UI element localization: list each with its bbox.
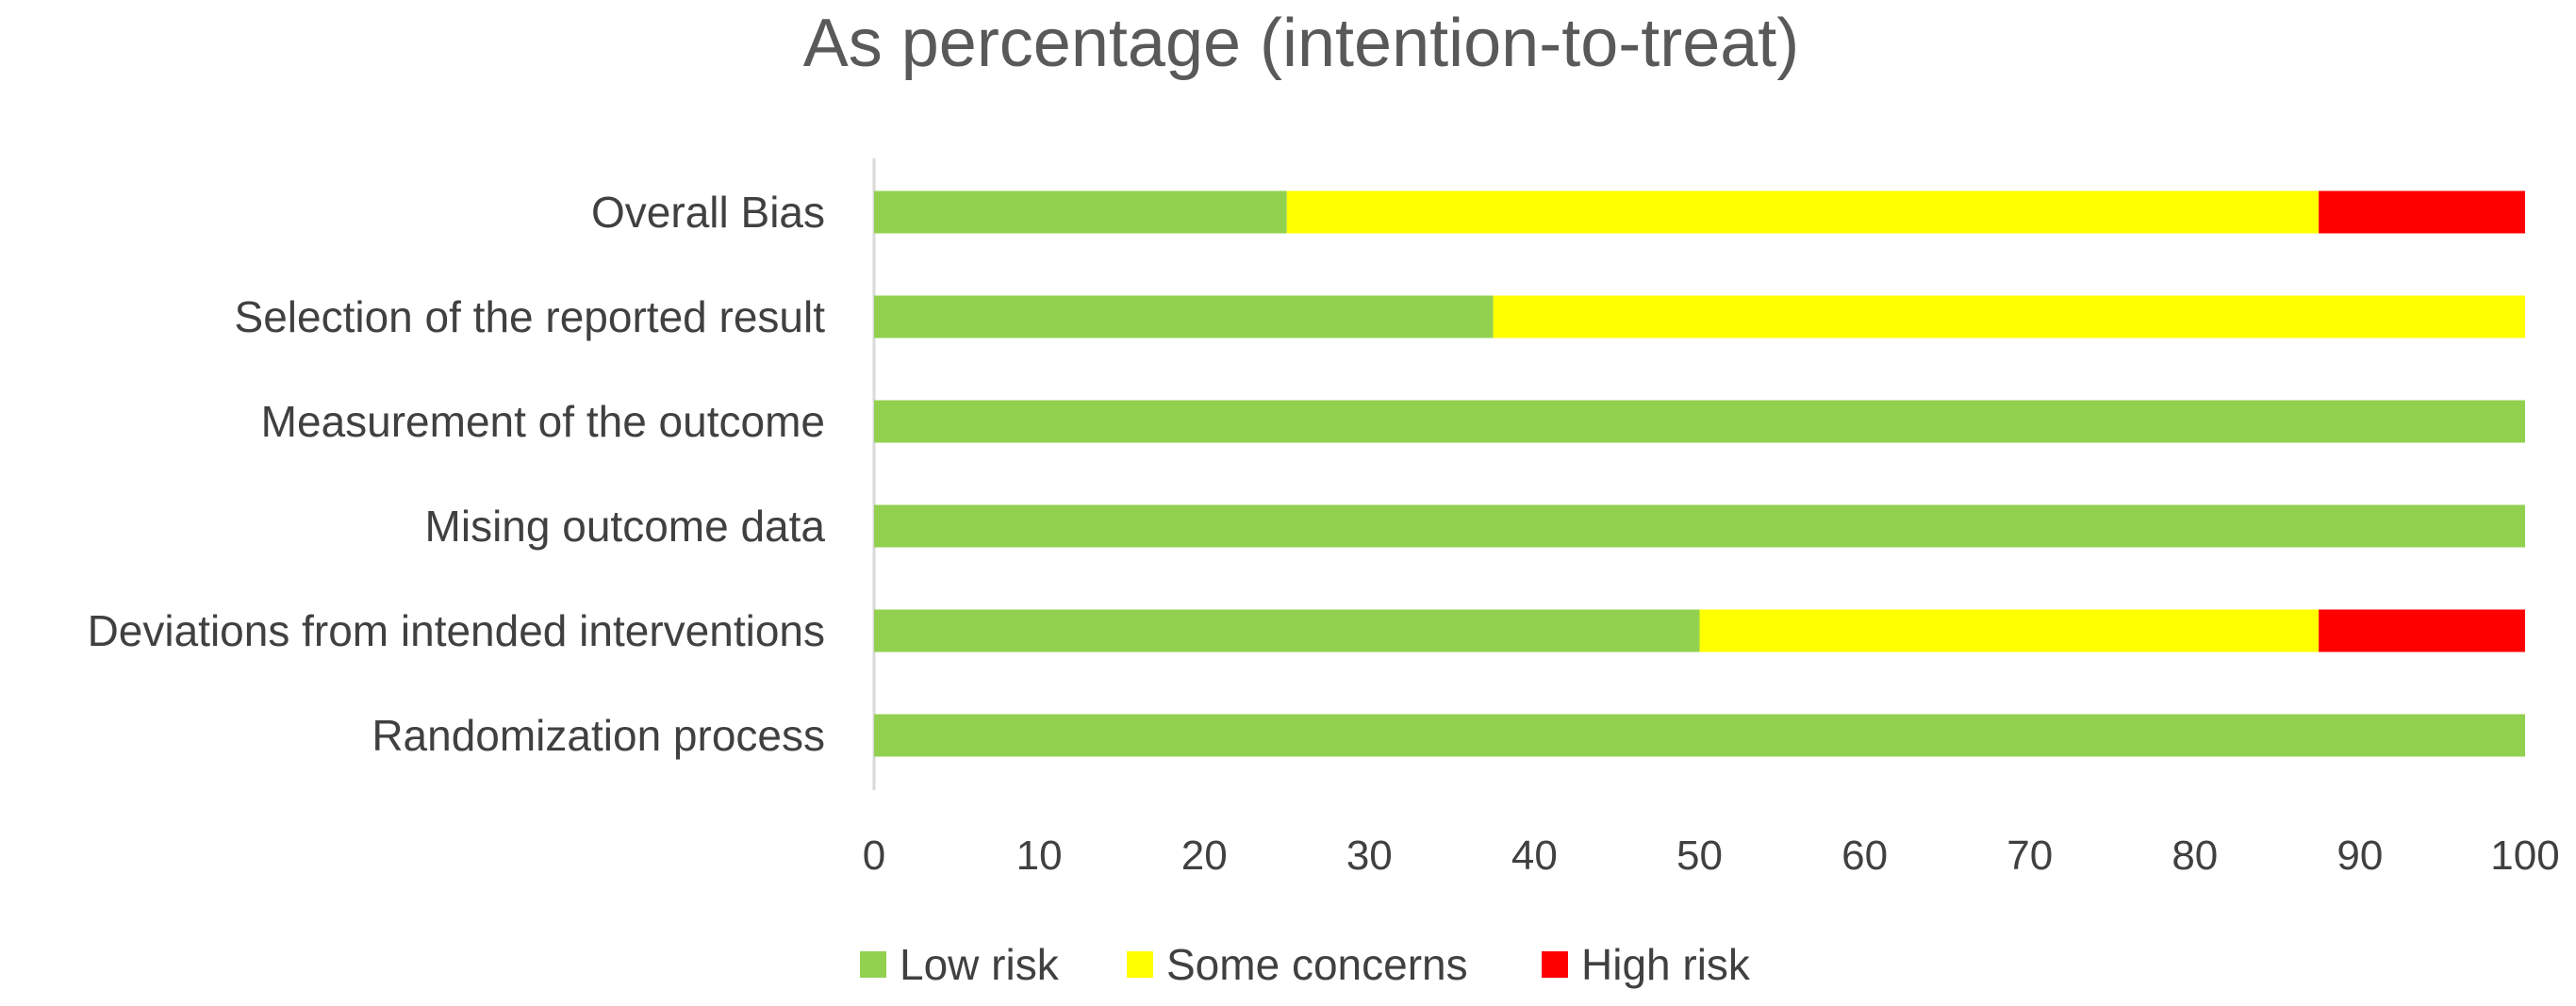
x-tick-label: 20	[1181, 833, 1228, 879]
bar-some-concerns-deviations-from-intended-interventions	[1699, 609, 2320, 652]
bar-low-risk-selection-of-the-reported-result	[874, 295, 1494, 338]
category-label-overall-bias: Overall Bias	[591, 188, 825, 237]
bars-layer	[874, 190, 2525, 757]
category-labels: Overall Bias Selection of the reported re…	[88, 188, 826, 760]
category-label-selection-of-the-reported-result: Selection of the reported result	[235, 292, 826, 341]
legend-swatch-some-concerns	[1127, 951, 1153, 978]
legend-swatch-low-risk	[860, 951, 886, 978]
category-label-mising-outcome-data: Mising outcome data	[425, 502, 826, 551]
bar-low-risk-deviations-from-intended-interventions	[874, 609, 1700, 652]
x-tick-label: 60	[1841, 833, 1888, 879]
x-tick-label: 0	[863, 833, 885, 879]
x-tick-label: 40	[1511, 833, 1558, 879]
legend-label-low-risk: Low risk	[900, 940, 1060, 989]
legend-label-high-risk: High risk	[1581, 940, 1751, 989]
x-tick-label: 80	[2171, 833, 2218, 879]
bar-some-concerns-selection-of-the-reported-result	[1493, 295, 2525, 338]
bar-low-risk-randomization-process	[874, 714, 2525, 757]
legend-label-some-concerns: Some concerns	[1166, 940, 1468, 989]
bar-low-risk-overall-bias	[874, 190, 1287, 234]
bar-low-risk-mising-outcome-data	[874, 504, 2525, 548]
x-axis-tick-labels: 0 10 20 30 40 50 60 70 80 90 100	[863, 833, 2560, 879]
bar-high-risk-deviations-from-intended-interventions	[2319, 609, 2525, 652]
x-tick-label: 100	[2490, 833, 2559, 879]
legend-swatch-high-risk	[1542, 951, 1568, 978]
x-tick-label: 90	[2337, 833, 2383, 879]
bar-some-concerns-overall-bias	[1286, 190, 2320, 234]
category-label-measurement-of-the-outcome: Measurement of the outcome	[261, 397, 825, 446]
chart-title: As percentage (intention-to-treat)	[803, 6, 1800, 81]
x-tick-label: 50	[1676, 833, 1723, 879]
x-tick-label: 30	[1346, 833, 1393, 879]
category-label-deviations-from-intended-interventions: Deviations from intended interventions	[88, 606, 825, 655]
legend: Low risk Some concerns High risk	[860, 940, 1751, 989]
category-label-randomization-process: Randomization process	[372, 711, 825, 760]
bar-high-risk-overall-bias	[2319, 190, 2525, 234]
x-tick-label: 70	[2006, 833, 2053, 879]
bar-low-risk-measurement-of-the-outcome	[874, 400, 2525, 443]
x-tick-label: 10	[1016, 833, 1063, 879]
